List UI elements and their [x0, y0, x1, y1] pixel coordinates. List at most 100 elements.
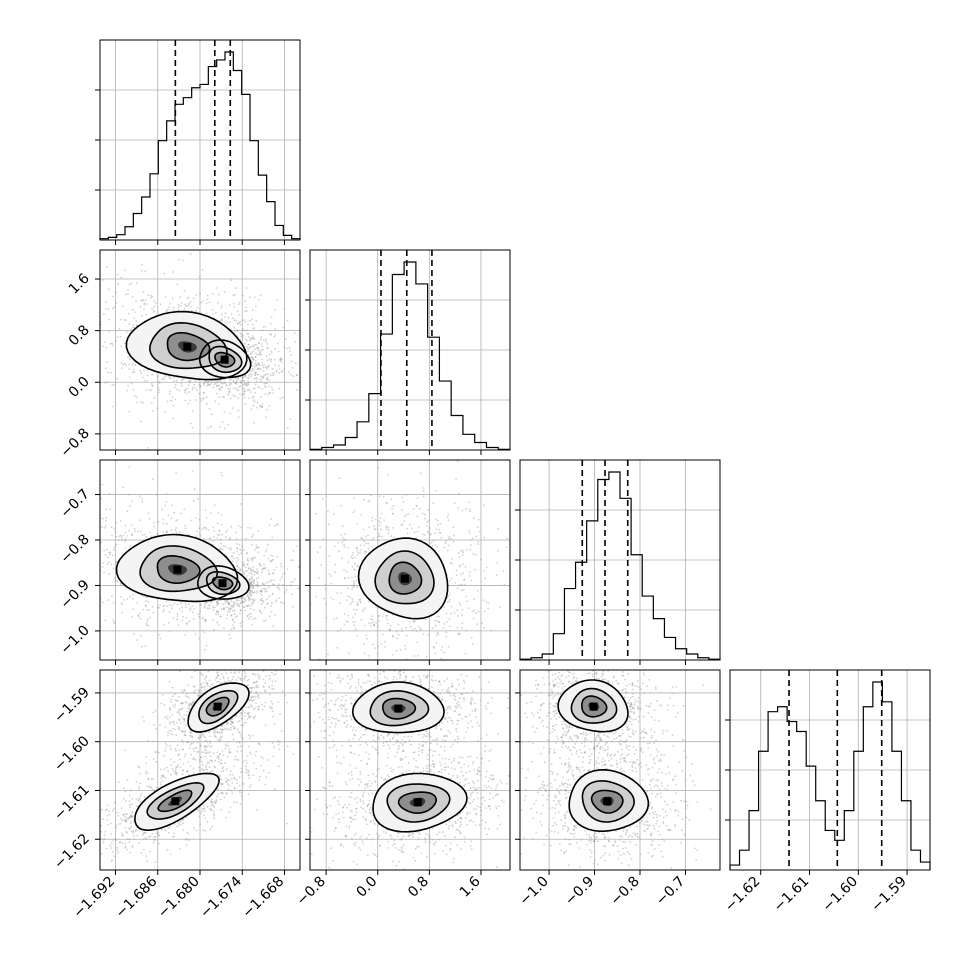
sample-point — [145, 605, 147, 608]
contour-line — [205, 571, 241, 596]
sample-point — [236, 565, 239, 567]
panel-frame — [729, 669, 931, 871]
sample-point — [236, 322, 239, 325]
contour-line — [357, 537, 449, 620]
sample-point — [157, 520, 160, 523]
sample-point — [275, 369, 278, 372]
sample-point — [227, 423, 230, 426]
sample-point — [263, 620, 265, 623]
sample-point — [363, 540, 366, 543]
sample-point — [235, 542, 238, 545]
sample-point — [273, 568, 276, 571]
sample-point — [270, 360, 272, 362]
sample-point — [467, 607, 470, 609]
sample-point — [353, 568, 355, 571]
sample-point — [446, 596, 449, 599]
sample-point — [450, 562, 453, 565]
sample-point — [134, 311, 137, 314]
sample-point — [400, 627, 403, 630]
sample-point — [199, 398, 202, 400]
sample-point — [200, 604, 202, 607]
sample-point — [472, 617, 475, 620]
sample-point — [188, 381, 191, 384]
sample-point — [274, 328, 277, 330]
sample-point — [406, 532, 409, 535]
sample-point — [262, 600, 265, 603]
sample-point — [247, 350, 249, 353]
sample-point — [260, 343, 263, 345]
sample-point — [386, 619, 389, 621]
sample-point — [238, 553, 240, 556]
sample-point — [260, 565, 262, 567]
sample-point — [252, 598, 254, 601]
sample-point — [132, 593, 135, 596]
sample-point — [242, 387, 245, 390]
sample-point — [379, 521, 382, 524]
sample-point — [101, 483, 104, 486]
sample-point — [241, 337, 244, 339]
sample-point — [92, 605, 94, 607]
sample-point — [199, 535, 202, 537]
sample-point — [162, 605, 165, 607]
sample-point — [212, 629, 215, 631]
sample-point — [353, 569, 356, 571]
sample-point — [356, 634, 358, 637]
sample-point — [434, 652, 437, 655]
sample-point — [461, 589, 463, 591]
sample-point — [334, 563, 337, 566]
sample-point — [456, 609, 459, 612]
sample-point — [263, 567, 266, 570]
sample-point — [476, 590, 479, 592]
sample-point — [198, 518, 201, 521]
sample-point — [252, 586, 255, 588]
sample-point — [251, 352, 253, 355]
sample-point — [258, 363, 260, 366]
sample-point — [210, 601, 213, 604]
sample-point — [120, 318, 122, 321]
sample-point — [282, 584, 285, 586]
sample-point — [305, 345, 307, 347]
sample-point — [103, 313, 105, 316]
sample-point — [249, 581, 252, 584]
sample-point — [251, 667, 253, 669]
sample-point — [328, 555, 331, 557]
sample-point — [250, 582, 253, 584]
sample-point — [212, 293, 214, 295]
sample-point — [367, 547, 370, 550]
sample-point — [229, 607, 232, 610]
sample-point — [225, 600, 228, 603]
sample-point — [243, 396, 246, 399]
sample-point — [135, 282, 138, 285]
sample-point — [367, 534, 369, 537]
sample-point — [271, 388, 274, 391]
sample-point — [173, 309, 176, 312]
sample-point — [240, 600, 243, 603]
sample-point — [195, 294, 198, 297]
sample-point — [128, 358, 131, 361]
sample-point — [227, 611, 229, 613]
sample-point — [425, 655, 428, 658]
sample-point — [502, 570, 505, 573]
sample-point — [447, 645, 450, 648]
sample-point — [255, 685, 257, 688]
sample-point — [106, 381, 109, 384]
sample-point — [335, 617, 338, 620]
sample-point — [372, 536, 375, 539]
sample-point — [141, 376, 144, 379]
sample-point — [362, 643, 365, 645]
sample-point — [321, 498, 324, 500]
sample-point — [379, 528, 382, 531]
sample-point — [180, 382, 183, 385]
sample-point — [145, 535, 148, 538]
sample-point — [257, 576, 259, 579]
sample-point — [132, 361, 135, 364]
sample-point — [254, 392, 257, 394]
sample-point — [252, 584, 255, 587]
sample-point — [120, 276, 123, 279]
sample-point — [221, 382, 224, 385]
sample-point — [251, 560, 254, 562]
sample-point — [124, 531, 127, 534]
sample-point — [373, 623, 375, 626]
sample-point — [341, 541, 343, 544]
